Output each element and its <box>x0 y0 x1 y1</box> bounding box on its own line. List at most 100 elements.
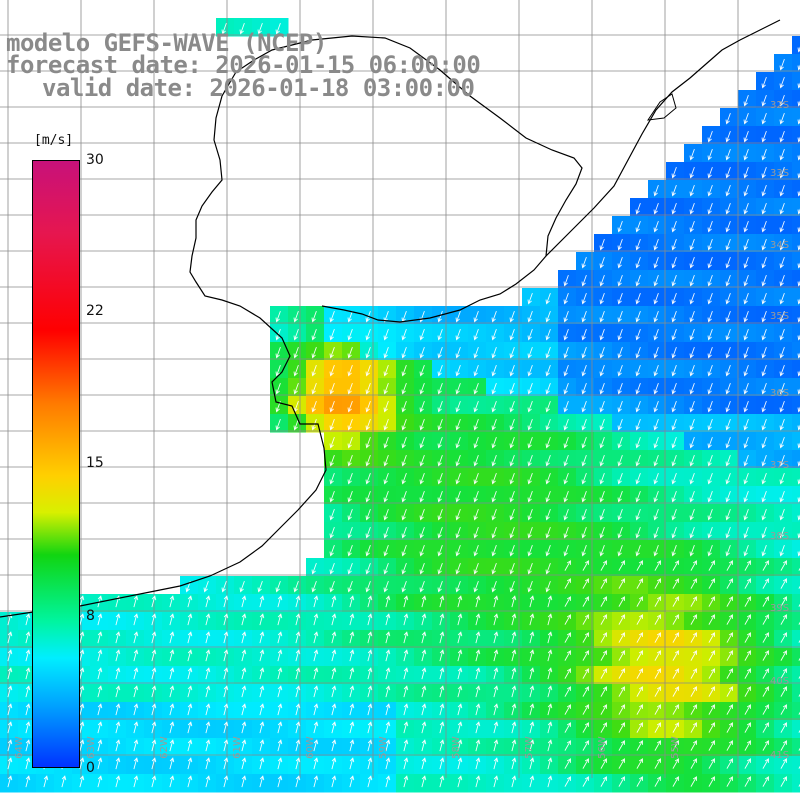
wind-arrow <box>403 595 409 608</box>
wind-arrow <box>690 722 697 733</box>
wind-arrow <box>509 328 515 341</box>
wind-arrow <box>744 650 751 661</box>
wind-arrow <box>563 274 569 287</box>
wind-arrow <box>455 454 461 467</box>
wind-arrow <box>293 382 299 395</box>
wind-arrow <box>599 346 605 359</box>
wind-arrow <box>329 580 335 593</box>
wind-arrow <box>367 721 373 734</box>
wind-arrow <box>455 328 461 341</box>
wind-arrow <box>25 775 31 788</box>
wind-arrow <box>79 739 85 752</box>
wind-arrow <box>744 560 751 571</box>
wind-arrow <box>475 739 481 752</box>
wind-arrow <box>761 364 767 377</box>
wind-arrow <box>761 112 767 125</box>
wind-arrow <box>473 418 479 431</box>
wind-arrow <box>617 508 623 521</box>
wind-arrow <box>419 328 425 341</box>
wind-arrow <box>401 454 407 467</box>
wind-arrow <box>761 400 767 413</box>
wind-arrow <box>529 595 535 608</box>
wind-arrow <box>672 776 679 787</box>
wind-arrow <box>401 580 407 593</box>
wind-arrow <box>599 310 605 323</box>
wind-arrow <box>311 328 317 341</box>
wind-arrow <box>563 454 569 467</box>
wind-arrow <box>617 346 623 359</box>
wind-arrow <box>653 454 659 467</box>
wind-arrow <box>599 490 605 503</box>
wind-arrow <box>779 292 785 305</box>
wind-cell <box>792 216 800 235</box>
wind-arrow <box>509 544 515 557</box>
wind-arrow <box>401 346 407 359</box>
wind-arrow <box>241 757 247 770</box>
coastline <box>0 35 583 618</box>
wind-arrow <box>241 649 247 662</box>
wind-arrow <box>672 740 679 751</box>
wind-arrow <box>347 346 353 359</box>
wind-arrow <box>563 526 569 539</box>
wind-arrow <box>780 596 787 607</box>
wind-arrow <box>635 472 641 485</box>
wind-arrow <box>403 631 409 644</box>
wind-arrow <box>349 631 355 644</box>
wind-arrow <box>347 526 353 539</box>
wind-arrow <box>617 310 623 323</box>
wind-arrow <box>743 310 749 323</box>
wind-arrow <box>689 490 695 503</box>
wind-arrow <box>205 631 211 644</box>
wind-arrow <box>743 364 749 377</box>
wind-arrow <box>653 400 659 413</box>
wind-arrow <box>365 364 371 377</box>
wind-arrow <box>473 436 479 449</box>
wind-arrow <box>797 388 800 395</box>
wind-arrow <box>455 364 461 377</box>
wind-arrow <box>779 328 785 341</box>
wind-arrow <box>151 775 157 788</box>
wind-arrow <box>761 184 767 197</box>
wind-arrow <box>761 526 767 539</box>
wind-arrow <box>509 436 515 449</box>
wind-arrow <box>618 740 625 751</box>
wind-arrow <box>133 613 139 626</box>
wind-arrow <box>689 166 695 179</box>
wind-arrow <box>599 382 605 395</box>
wind-arrow <box>725 274 731 287</box>
wind-arrow <box>79 631 85 644</box>
wind-arrow <box>600 704 607 715</box>
wind-arrow <box>97 757 103 770</box>
wind-arrow <box>385 721 391 734</box>
wind-cell <box>792 522 800 541</box>
wind-arrow <box>581 490 587 503</box>
wind-arrow <box>617 238 623 251</box>
wind-arrow <box>455 562 461 575</box>
wind-arrow <box>455 526 461 539</box>
wind-arrow <box>564 758 571 769</box>
wind-arrow <box>545 508 551 521</box>
wind-arrow <box>671 508 677 521</box>
wind-arrow <box>491 508 497 521</box>
wind-arrow <box>780 758 787 769</box>
wind-arrow <box>491 400 497 413</box>
wind-arrow <box>347 382 353 395</box>
wind-arrow <box>223 595 229 608</box>
wind-arrow <box>618 560 625 571</box>
wind-arrow <box>473 382 479 395</box>
wind-arrow <box>761 148 767 161</box>
wind-arrow <box>635 292 641 305</box>
wind-arrow <box>259 721 265 734</box>
wind-arrow <box>779 94 785 107</box>
wind-arrow <box>293 310 299 323</box>
wind-arrow <box>708 632 715 643</box>
wind-arrow <box>547 775 553 788</box>
wind-arrow <box>331 757 337 770</box>
wind-arrow <box>617 220 623 233</box>
wind-arrow <box>329 544 335 557</box>
wind-arrow <box>779 508 785 521</box>
wind-arrow <box>349 667 355 680</box>
wind-arrow <box>689 382 695 395</box>
wind-arrow <box>689 238 695 251</box>
